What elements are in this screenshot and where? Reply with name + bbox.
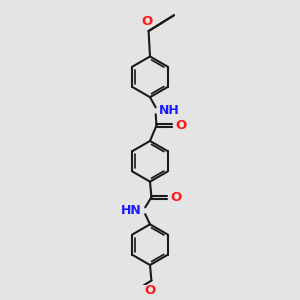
Text: O: O <box>170 191 182 204</box>
Text: O: O <box>142 15 153 28</box>
Text: NH: NH <box>158 104 179 117</box>
Text: O: O <box>144 284 156 297</box>
Text: O: O <box>176 119 187 132</box>
Text: HN: HN <box>121 204 142 217</box>
